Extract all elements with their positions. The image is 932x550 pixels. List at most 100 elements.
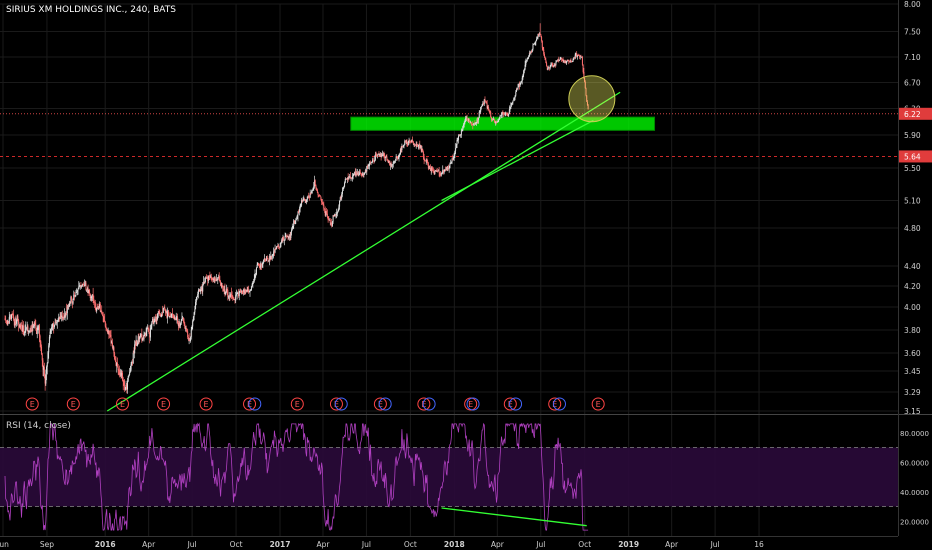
candle-body xyxy=(343,186,345,189)
candle-body xyxy=(437,170,439,172)
candle-body xyxy=(53,325,55,328)
candle-body xyxy=(213,278,215,281)
candle-body xyxy=(443,171,445,173)
candle-body xyxy=(246,289,248,292)
candle-body xyxy=(197,294,199,298)
candle-body xyxy=(175,318,177,321)
candle-body xyxy=(215,280,217,282)
candle-body xyxy=(268,256,270,261)
candle-body xyxy=(196,297,198,300)
candle-body xyxy=(73,294,75,297)
candle-body xyxy=(456,139,458,145)
candle-body xyxy=(145,331,147,335)
candle-body xyxy=(9,316,11,318)
candle-body xyxy=(177,323,179,326)
candle-body xyxy=(396,156,398,158)
candle-body xyxy=(404,141,406,145)
support-zone-layer xyxy=(350,116,656,131)
candle-body xyxy=(136,341,138,346)
rsi-line xyxy=(4,422,589,532)
candle-body xyxy=(63,314,65,318)
candle-body xyxy=(534,42,536,44)
time-tick-label: Sep xyxy=(40,540,54,549)
candle-body xyxy=(321,199,323,203)
candle-body xyxy=(130,364,132,370)
candle-body xyxy=(187,331,189,338)
candle-body xyxy=(290,232,292,239)
candle-body xyxy=(306,199,308,202)
highlight-circle xyxy=(568,75,616,123)
candle-body xyxy=(447,167,449,169)
candle-body xyxy=(414,144,416,146)
candle-body xyxy=(288,235,290,238)
earnings-marker xyxy=(417,397,431,411)
candle-body xyxy=(277,245,279,247)
candle-body xyxy=(245,289,247,292)
candle-body xyxy=(337,209,339,212)
candle-body xyxy=(432,170,434,172)
candle-body xyxy=(225,292,227,295)
candle-body xyxy=(212,278,214,281)
candle-body xyxy=(259,266,261,268)
candle-body xyxy=(458,134,460,137)
candle-body xyxy=(20,325,22,326)
candle-body xyxy=(266,256,268,259)
candle-body xyxy=(74,295,76,297)
candle-body xyxy=(59,316,61,320)
candle-body xyxy=(286,235,288,237)
candle-body xyxy=(45,373,47,384)
candle-body xyxy=(586,95,588,102)
candle-body xyxy=(401,146,403,150)
candle-body xyxy=(547,68,549,70)
candle-body xyxy=(453,153,455,158)
candle-body xyxy=(217,277,219,278)
candle-body xyxy=(149,328,151,338)
candle-body xyxy=(478,112,480,118)
candle-body xyxy=(97,306,99,309)
candle-body xyxy=(104,321,106,327)
candle-body xyxy=(573,57,575,59)
candle-body xyxy=(238,291,240,297)
candle-body xyxy=(157,313,159,320)
candle-body xyxy=(440,173,442,176)
candle-body xyxy=(549,67,551,69)
earnings-marker-label: E xyxy=(508,400,513,409)
candle-body xyxy=(333,215,335,217)
candle-body xyxy=(452,157,454,160)
candle-body xyxy=(102,313,104,317)
candle-body xyxy=(205,277,207,279)
candle-body xyxy=(94,301,96,303)
candle-body xyxy=(372,159,374,163)
candle-body xyxy=(566,61,568,64)
candle-body xyxy=(109,333,111,335)
candle-body xyxy=(210,276,212,278)
candle-body xyxy=(385,156,387,158)
candle-body xyxy=(61,315,63,318)
candle-body xyxy=(253,278,255,282)
candle-body xyxy=(258,263,260,266)
candle-body xyxy=(258,265,260,267)
candle-body xyxy=(422,151,424,156)
candle-body xyxy=(510,105,512,110)
candle-body xyxy=(334,214,336,216)
candle-body xyxy=(582,64,584,72)
candle-body xyxy=(64,314,66,317)
candle-body xyxy=(176,317,178,319)
candle-body xyxy=(251,284,253,287)
candle-body xyxy=(433,171,435,174)
candle-body xyxy=(19,325,21,328)
candle-body xyxy=(47,352,49,364)
candle-body xyxy=(413,144,415,145)
candle-body xyxy=(183,320,185,325)
candle-body xyxy=(507,114,509,116)
candle-body xyxy=(392,162,394,165)
candle-body xyxy=(412,141,414,145)
candle-body xyxy=(137,336,139,344)
candle-body xyxy=(86,287,88,290)
candle-body xyxy=(586,101,588,106)
candle-body xyxy=(100,310,102,312)
candle-body xyxy=(264,258,266,260)
candle-body xyxy=(349,176,351,178)
